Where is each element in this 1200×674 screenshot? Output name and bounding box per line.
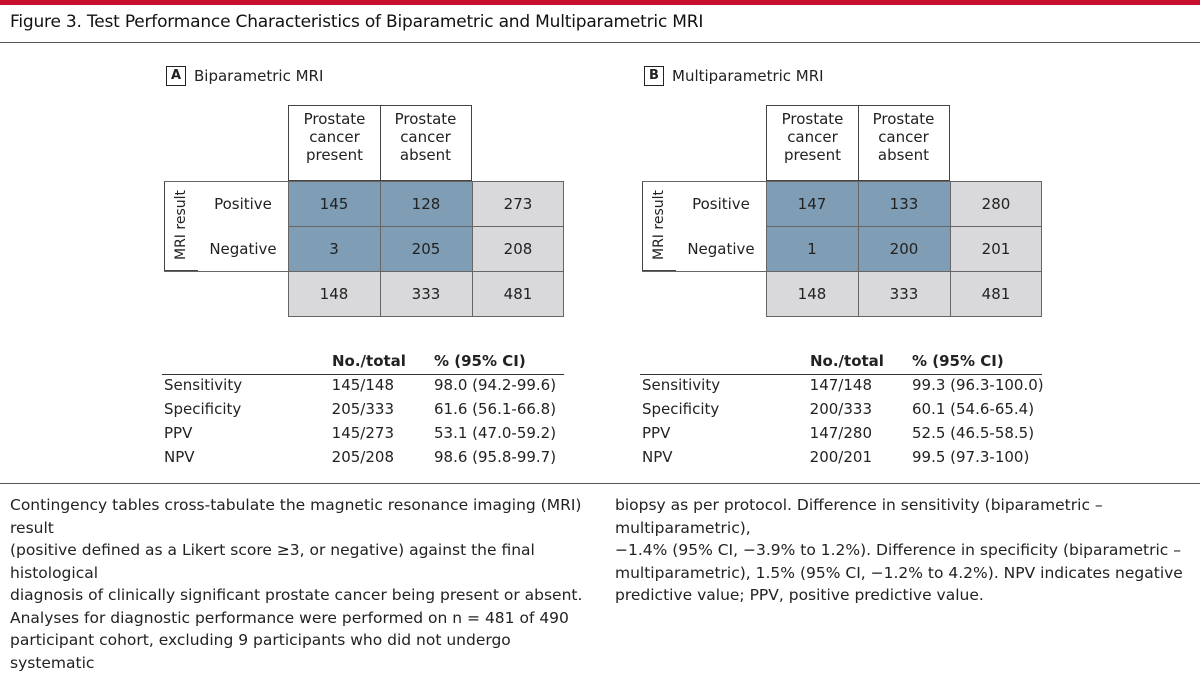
figure-title: Figure 3. Test Performance Characteristi… xyxy=(10,12,704,32)
col-total-1: 333 xyxy=(380,271,472,317)
mri-result-label: MRI result xyxy=(173,190,189,260)
col-header-0: Prostate cancer present xyxy=(288,105,381,181)
cell-r0-c1: 128 xyxy=(380,181,472,226)
row-label-negative: Negative xyxy=(687,239,755,258)
stats-pct: 52.5 (46.5-58.5) xyxy=(912,424,1035,442)
panel-title: Multiparametric MRI xyxy=(672,67,824,85)
stats-pct: 53.1 (47.0-59.2) xyxy=(434,424,557,442)
caption-line: diagnosis of clinically significant pros… xyxy=(10,586,583,604)
grid-line xyxy=(472,181,473,317)
grid-outline xyxy=(766,181,1042,317)
stats-label: NPV xyxy=(642,448,673,466)
stats-pct: 98.0 (94.2-99.6) xyxy=(434,376,557,394)
mri-result-label: MRI result xyxy=(651,190,667,260)
row-label-positive: Positive xyxy=(692,194,750,213)
col-header-text: Prostate cancer absent xyxy=(394,110,457,164)
stats-frac: 205/208 xyxy=(331,448,394,466)
stats-frac: 200/333 xyxy=(809,400,872,418)
stats-header-count: No./total xyxy=(810,352,884,370)
cell-r0-c1: 133 xyxy=(858,181,950,226)
stats-header-count: No./total xyxy=(332,352,406,370)
panel-label: B Multiparametric MRI xyxy=(644,66,824,86)
stats-pct: 60.1 (54.6-65.4) xyxy=(912,400,1035,418)
caption-rule xyxy=(0,483,1200,484)
col-header-text: Prostate cancer present xyxy=(781,110,844,164)
cell-r0-c2: 280 xyxy=(950,181,1042,226)
stats-label: Specificity xyxy=(642,400,720,418)
accent-bar xyxy=(0,0,1200,5)
cell-r1-c2: 208 xyxy=(472,226,564,271)
grid-line xyxy=(288,271,564,272)
stats-frac: 147/148 xyxy=(809,376,872,394)
stats-label: Sensitivity xyxy=(642,376,721,394)
grid-outline xyxy=(288,181,564,317)
caption-line: biopsy as per protocol. Difference in se… xyxy=(615,496,1103,537)
cell-r1-c0: 3 xyxy=(288,226,380,271)
stats-header-rule xyxy=(640,374,1042,375)
grid-line xyxy=(164,271,288,272)
panel-title: Biparametric MRI xyxy=(194,67,324,85)
stats-label: PPV xyxy=(642,424,671,442)
caption-left: Contingency tables cross-tabulate the ma… xyxy=(10,494,590,674)
row-label-negative: Negative xyxy=(209,239,277,258)
row-label-positive: Positive xyxy=(214,194,272,213)
col-header-0: Prostate cancer present xyxy=(766,105,859,181)
stats-header-rule xyxy=(162,374,564,375)
col-header-text: Prostate cancer present xyxy=(303,110,366,164)
cell-r0-c0: 147 xyxy=(766,181,858,226)
stats-frac: 205/333 xyxy=(331,400,394,418)
stats-frac: 200/201 xyxy=(809,448,872,466)
col-total-0: 148 xyxy=(288,271,380,317)
stats-label: NPV xyxy=(164,448,195,466)
caption-line: Analyses for diagnostic performance were… xyxy=(10,608,569,627)
stats-table: No./total % (95% CI) Sensitivity 147/148… xyxy=(640,352,1044,472)
grid-line xyxy=(380,181,381,317)
col-header-1: Prostate cancer absent xyxy=(380,105,472,181)
col-total-1: 333 xyxy=(858,271,950,317)
cell-r0-c0: 145 xyxy=(288,181,380,226)
panel-letter: A xyxy=(166,66,186,86)
caption-right: biopsy as per protocol. Difference in se… xyxy=(615,494,1200,607)
col-total-2: 481 xyxy=(950,271,1042,317)
caption-line: predictive value; PPV, positive predicti… xyxy=(615,586,984,604)
stats-label: Sensitivity xyxy=(164,376,243,394)
col-header-1: Prostate cancer absent xyxy=(858,105,950,181)
grid-line xyxy=(288,226,564,227)
cell-r1-c0: 1 xyxy=(766,226,858,271)
title-rule xyxy=(0,42,1200,43)
col-total-0: 148 xyxy=(766,271,858,317)
cell-r0-c2: 273 xyxy=(472,181,564,226)
col-total-2: 481 xyxy=(472,271,564,317)
stats-pct: 98.6 (95.8-99.7) xyxy=(434,448,557,466)
stats-frac: 147/280 xyxy=(809,424,872,442)
cell-r1-c2: 201 xyxy=(950,226,1042,271)
stats-header-pct: % (95% CI) xyxy=(912,352,1004,370)
grid-line xyxy=(950,181,951,317)
stats-label: PPV xyxy=(164,424,193,442)
caption-line: −1.4% (95% CI, −3.9% to 1.2%). Differenc… xyxy=(615,541,1181,559)
panel-label: A Biparametric MRI xyxy=(166,66,323,86)
stats-frac: 145/273 xyxy=(331,424,394,442)
caption-line: participant cohort, excluding 9 particip… xyxy=(10,631,511,672)
stats-pct: 99.3 (96.3-100.0) xyxy=(912,376,1044,394)
stats-pct: 61.6 (56.1-66.8) xyxy=(434,400,557,418)
stats-header-pct: % (95% CI) xyxy=(434,352,526,370)
grid-line xyxy=(642,271,766,272)
stats-label: Specificity xyxy=(164,400,242,418)
grid-line xyxy=(858,181,859,317)
caption-line: multiparametric), 1.5% (95% CI, −1.2% to… xyxy=(615,563,1183,582)
caption-line: (positive defined as a Likert score ≥3, … xyxy=(10,541,535,582)
col-header-text: Prostate cancer absent xyxy=(872,110,935,164)
stats-pct: 99.5 (97.3-100) xyxy=(912,448,1030,466)
caption-line: Contingency tables cross-tabulate the ma… xyxy=(10,496,582,537)
grid-line xyxy=(642,181,766,182)
grid-line xyxy=(766,271,1042,272)
grid-line xyxy=(766,226,1042,227)
panel-letter: B xyxy=(644,66,664,86)
stats-frac: 145/148 xyxy=(331,376,394,394)
cell-r1-c1: 200 xyxy=(858,226,950,271)
stats-table: No./total % (95% CI) Sensitivity 145/148… xyxy=(162,352,564,472)
cell-r1-c1: 205 xyxy=(380,226,472,271)
grid-line xyxy=(164,181,288,182)
